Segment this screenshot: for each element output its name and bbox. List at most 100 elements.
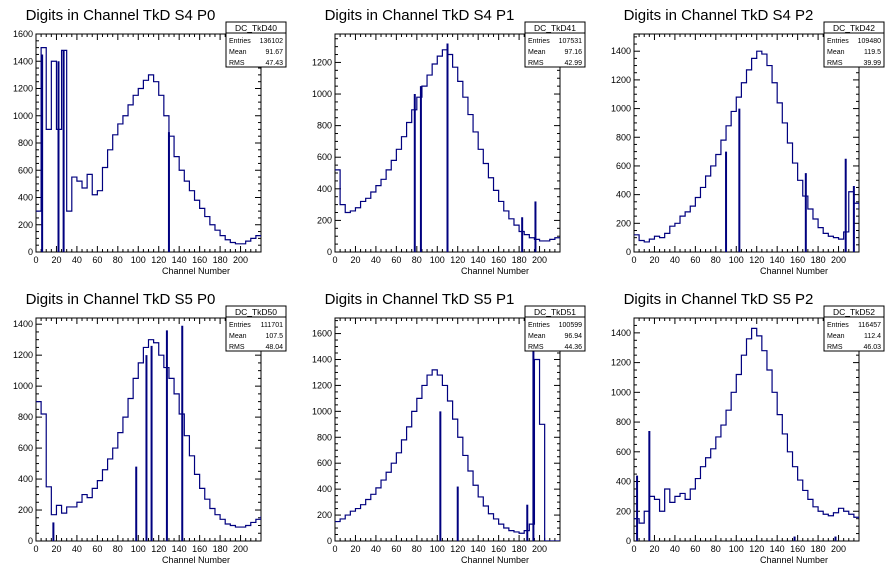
x-tick-label: 20: [51, 544, 61, 554]
y-tick-label: 1000: [13, 381, 33, 391]
x-tick-label: 180: [512, 544, 527, 554]
y-tick-label: 1000: [312, 89, 332, 99]
y-tick-label: 200: [317, 215, 332, 225]
x-tick-label: 0: [631, 255, 636, 265]
y-tick-label: 400: [317, 484, 332, 494]
y-zero-label: 0: [28, 536, 33, 546]
stats-box: [823, 21, 885, 68]
stats-label: Mean: [528, 49, 546, 56]
stats-label: RMS: [528, 60, 544, 67]
stats-value: 107.5: [265, 333, 283, 340]
stats-box: [225, 21, 287, 68]
x-tick-label: 120: [151, 255, 166, 265]
x-tick-label: 60: [92, 255, 102, 265]
x-tick-label: 140: [172, 544, 187, 554]
x-tick-label: 0: [332, 255, 337, 265]
x-tick-label: 0: [332, 544, 337, 554]
y-tick-label: 600: [616, 161, 631, 171]
x-tick-label: 40: [670, 544, 680, 554]
x-tick-label: 160: [192, 544, 207, 554]
x-tick-label: 60: [690, 544, 700, 554]
histogram-panel-0: Digits in Channel TkD S4 P0 0 20 40 60 80 100 1…: [13, 7, 287, 276]
y-tick-label: 200: [616, 506, 631, 516]
x-tick-label: 100: [430, 544, 445, 554]
stats-box: [524, 21, 586, 68]
y-tick-label: 200: [317, 510, 332, 520]
histogram-line: [335, 358, 560, 541]
x-tick-label: 80: [412, 255, 422, 265]
stats-value: 107531: [559, 38, 582, 45]
x-tick-label: 20: [649, 255, 659, 265]
x-tick-label: 80: [711, 255, 721, 265]
histogram-panel-2: Digits in Channel TkD S4 P2 0 20 40 60 80 100 1…: [611, 7, 885, 276]
y-tick-label: 400: [616, 190, 631, 200]
x-tick-label: 180: [811, 255, 826, 265]
stats-value: 112.4: [864, 333, 881, 340]
y-tick-label: 1400: [611, 328, 631, 338]
stats-label: RMS: [229, 60, 245, 67]
stats-value: 136102: [260, 38, 283, 45]
x-axis-label: Channel Number: [461, 266, 529, 276]
stats-label: Entries: [229, 38, 251, 45]
stats-name: DC_TkD42: [833, 23, 875, 33]
x-tick-label: 100: [729, 255, 744, 265]
x-tick-label: 20: [350, 255, 360, 265]
x-tick-label: 120: [749, 544, 764, 554]
x-tick-label: 120: [450, 255, 465, 265]
chart-title: Digits in Channel TkD S5 P2: [624, 291, 814, 308]
x-tick-label: 20: [350, 544, 360, 554]
x-tick-label: 160: [491, 255, 506, 265]
histogram-panel-3: Digits in Channel TkD S5 P0 0 20 40 60 80 100 1…: [13, 291, 287, 565]
y-tick-label: 200: [18, 220, 33, 230]
stats-value: 119.5: [864, 49, 881, 56]
stats-value: 46.03: [863, 344, 881, 351]
y-tick-label: 1200: [13, 350, 33, 360]
y-tick-label: 800: [616, 417, 631, 427]
x-tick-label: 80: [113, 255, 123, 265]
x-tick-label: 180: [512, 255, 527, 265]
histogram-panel-5: Digits in Channel TkD S5 P2 0 20 40 60 80 100 1…: [611, 291, 885, 565]
y-tick-label: 1200: [13, 84, 33, 94]
x-tick-label: 0: [631, 544, 636, 554]
x-tick-label: 80: [412, 544, 422, 554]
x-tick-label: 100: [131, 544, 146, 554]
x-tick-label: 80: [113, 544, 123, 554]
x-tick-label: 180: [213, 544, 228, 554]
y-tick-label: 800: [317, 432, 332, 442]
stats-name: DC_TkD52: [833, 307, 875, 317]
x-axis-label: Channel Number: [760, 266, 828, 276]
chart-title: Digits in Channel TkD S5 P0: [26, 291, 216, 308]
x-tick-label: 200: [532, 544, 547, 554]
x-tick-label: 40: [371, 255, 381, 265]
stats-label: RMS: [528, 344, 544, 351]
histogram-panel-1: Digits in Channel TkD S4 P1 0 20 40 60 80 100 1…: [312, 7, 586, 276]
y-tick-label: 1400: [611, 46, 631, 56]
stats-value: 44.36: [564, 344, 582, 351]
stats-value: 116457: [858, 322, 881, 329]
y-tick-label: 1600: [312, 329, 332, 339]
x-axis-label: Channel Number: [162, 266, 230, 276]
x-tick-label: 120: [450, 544, 465, 554]
x-tick-label: 100: [430, 255, 445, 265]
y-zero-label: 0: [626, 536, 631, 546]
x-tick-label: 140: [471, 544, 486, 554]
x-tick-label: 140: [471, 255, 486, 265]
stats-name: DC_TkD41: [534, 23, 576, 33]
stats-label: Entries: [827, 38, 849, 45]
histogram-line: [634, 50, 859, 243]
x-tick-label: 180: [213, 255, 228, 265]
y-tick-label: 600: [18, 165, 33, 175]
chart-title: Digits in Channel TkD S4 P2: [624, 7, 814, 24]
y-tick-label: 400: [317, 184, 332, 194]
histogram-panel-4: Digits in Channel TkD S5 P1 0 20 40 60 80 100 1…: [312, 291, 586, 565]
stats-box: [524, 305, 586, 352]
stats-value: 111701: [261, 322, 283, 329]
x-tick-label: 140: [172, 255, 187, 265]
x-tick-label: 120: [749, 255, 764, 265]
y-tick-label: 600: [18, 443, 33, 453]
y-zero-label: 0: [626, 247, 631, 257]
stats-label: RMS: [229, 344, 245, 351]
stats-box: [823, 305, 885, 352]
stats-label: RMS: [827, 344, 843, 351]
